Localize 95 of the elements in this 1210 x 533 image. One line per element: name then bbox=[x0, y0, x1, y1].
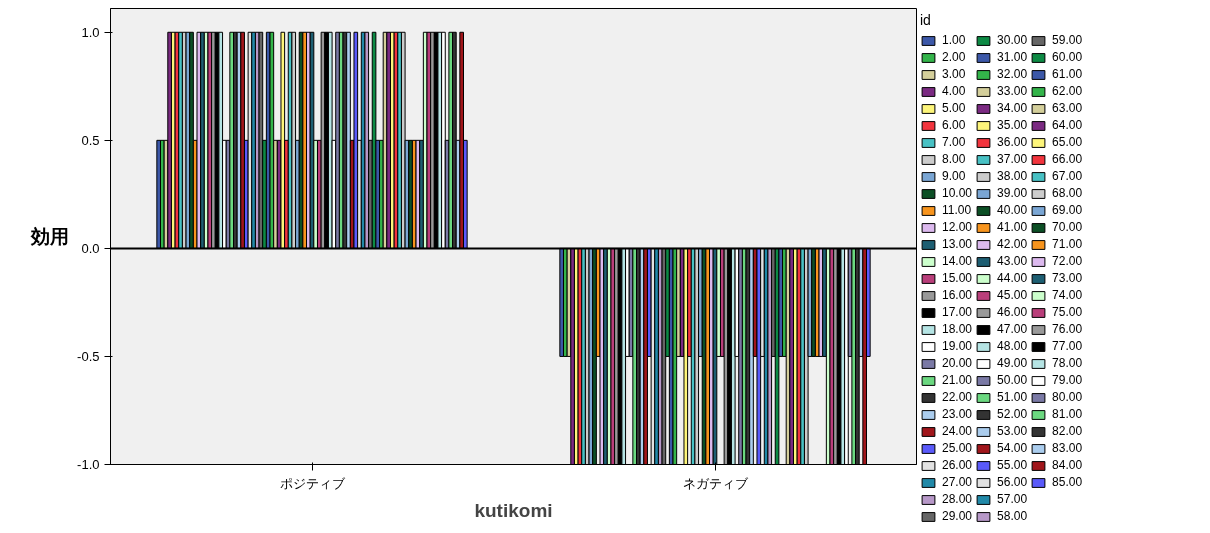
legend-label: 13.00 bbox=[942, 237, 973, 251]
legend-label: 5.00 bbox=[942, 101, 966, 115]
legend-label: 11.00 bbox=[942, 203, 972, 217]
legend-label: 65.00 bbox=[1052, 135, 1083, 149]
legend-label: 74.00 bbox=[1052, 288, 1083, 302]
legend-label: 34.00 bbox=[997, 101, 1028, 115]
legend-label: 85.00 bbox=[1052, 475, 1083, 489]
legend-label: 23.00 bbox=[942, 407, 973, 421]
legend-label: 37.00 bbox=[997, 152, 1028, 166]
legend-label: 59.00 bbox=[1052, 33, 1083, 47]
legend-label: 78.00 bbox=[1052, 356, 1083, 370]
legend-label: 83.00 bbox=[1052, 441, 1083, 455]
legend-label: 22.00 bbox=[942, 390, 973, 404]
legend-label: 82.00 bbox=[1052, 424, 1083, 438]
legend-label: 40.00 bbox=[997, 203, 1028, 217]
legend-label: 18.00 bbox=[942, 322, 973, 336]
legend-label: 24.00 bbox=[942, 424, 973, 438]
legend-label: 17.00 bbox=[942, 305, 973, 319]
legend-label: 35.00 bbox=[997, 118, 1028, 132]
legend-label: 47.00 bbox=[997, 322, 1028, 336]
legend-label: 81.00 bbox=[1052, 407, 1083, 421]
legend-label: 60.00 bbox=[1052, 50, 1083, 64]
legend-label: 48.00 bbox=[997, 339, 1028, 353]
legend-label: 20.00 bbox=[942, 356, 973, 370]
legend-label: 79.00 bbox=[1052, 373, 1083, 387]
legend-label: 66.00 bbox=[1052, 152, 1083, 166]
legend-label: 42.00 bbox=[997, 237, 1028, 251]
legend-label: 21.00 bbox=[942, 373, 973, 387]
legend-label: 52.00 bbox=[997, 407, 1028, 421]
legend-label: 41.00 bbox=[997, 220, 1028, 234]
legend-label: 19.00 bbox=[942, 339, 973, 353]
legend-label: 14.00 bbox=[942, 254, 973, 268]
legend-label: 61.00 bbox=[1052, 67, 1083, 81]
legend-label: 3.00 bbox=[942, 67, 966, 81]
legend-label: 80.00 bbox=[1052, 390, 1083, 404]
legend-label: 50.00 bbox=[997, 373, 1028, 387]
legend-label: 46.00 bbox=[997, 305, 1028, 319]
legend-label: 7.00 bbox=[942, 135, 966, 149]
y-tick-label: 0.5 bbox=[81, 132, 100, 148]
legend-label: 72.00 bbox=[1052, 254, 1083, 268]
legend-label: 77.00 bbox=[1052, 339, 1083, 353]
legend-label: 9.00 bbox=[942, 169, 966, 183]
legend-label: 39.00 bbox=[997, 186, 1028, 200]
y-tick-label: 0.0 bbox=[81, 240, 100, 256]
legend-label: 51.00 bbox=[997, 390, 1028, 404]
legend-label: 53.00 bbox=[997, 424, 1028, 438]
legend-label: 25.00 bbox=[942, 441, 973, 455]
legend-label: 49.00 bbox=[997, 356, 1028, 370]
legend-label: 15.00 bbox=[942, 271, 973, 285]
legend-label: 2.00 bbox=[942, 50, 966, 64]
legend-label: 58.00 bbox=[997, 509, 1028, 523]
legend-label: 4.00 bbox=[942, 84, 966, 98]
legend-label: 12.00 bbox=[942, 220, 973, 234]
x-tick-label: ネガティブ bbox=[682, 475, 749, 491]
legend-label: 43.00 bbox=[997, 254, 1028, 268]
legend-label: 56.00 bbox=[997, 475, 1028, 489]
legend-label: 38.00 bbox=[997, 169, 1028, 183]
legend-label: 70.00 bbox=[1052, 220, 1083, 234]
legend-label: 32.00 bbox=[997, 67, 1028, 81]
legend-label: 27.00 bbox=[942, 475, 973, 489]
y-axis-title: 効用 bbox=[30, 226, 70, 247]
legend-label: 45.00 bbox=[997, 288, 1028, 302]
legend-label: 63.00 bbox=[1052, 101, 1083, 115]
legend-label: 31.00 bbox=[997, 50, 1028, 64]
legend-label: 76.00 bbox=[1052, 322, 1083, 336]
x-tick-label: ポジティブ bbox=[279, 475, 346, 491]
legend-label: 30.00 bbox=[997, 33, 1028, 47]
x-axis-title: kutikomi bbox=[474, 499, 553, 521]
legend-label: 33.00 bbox=[997, 84, 1028, 98]
legend-label: 75.00 bbox=[1052, 305, 1083, 319]
legend-label: 1.00 bbox=[942, 33, 966, 47]
legend-label: 62.00 bbox=[1052, 84, 1083, 98]
legend-label: 64.00 bbox=[1052, 118, 1083, 132]
legend-label: 71.00 bbox=[1052, 237, 1083, 251]
y-tick-label: 1.0 bbox=[81, 24, 100, 40]
legend-label: 29.00 bbox=[942, 509, 973, 523]
legend-label: 69.00 bbox=[1052, 203, 1083, 217]
legend-label: 10.00 bbox=[942, 186, 973, 200]
legend-label: 84.00 bbox=[1052, 458, 1083, 472]
legend-label: 67.00 bbox=[1052, 169, 1083, 183]
legend-label: 8.00 bbox=[942, 152, 966, 166]
legend-label: 36.00 bbox=[997, 135, 1028, 149]
y-tick-label: -0.5 bbox=[77, 348, 100, 364]
legend-label: 55.00 bbox=[997, 458, 1028, 472]
legend-label: 44.00 bbox=[997, 271, 1028, 285]
legend-label: 6.00 bbox=[942, 118, 966, 132]
legend-label: 54.00 bbox=[997, 441, 1028, 455]
legend-label: 73.00 bbox=[1052, 271, 1083, 285]
legend-label: 28.00 bbox=[942, 492, 973, 506]
legend-label: 68.00 bbox=[1052, 186, 1083, 200]
legend-label: 26.00 bbox=[942, 458, 973, 472]
y-tick-label: -1.0 bbox=[77, 457, 100, 472]
legend-label: 57.00 bbox=[997, 492, 1028, 506]
legend-title: id bbox=[920, 12, 932, 28]
legend-label: 16.00 bbox=[942, 288, 973, 302]
